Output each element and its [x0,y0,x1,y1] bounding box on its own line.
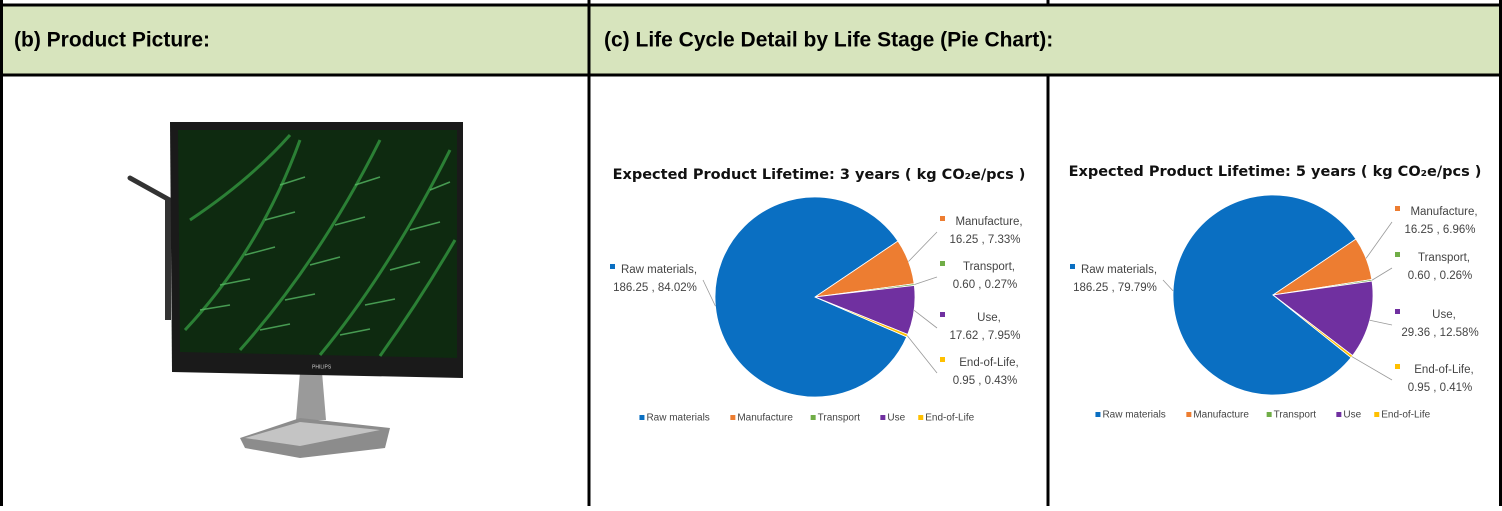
legend-swatch [880,415,885,420]
header-cell: (b) Product Picture: [14,29,210,52]
legend-swatch [730,415,735,420]
label-marker [940,261,945,266]
legend-swatch [1374,412,1379,417]
data-label-name: End-of-Life, [959,357,1018,369]
legend-label: Use [887,413,905,424]
page: (b) Product Picture: (c) Life Cycle Deta… [0,0,1502,506]
data-label-name: Transport, [1418,252,1470,264]
label-marker [1070,264,1075,269]
legend-swatch [1336,412,1341,417]
label-marker [1395,206,1400,211]
legend-label: Transport [818,413,861,424]
label-marker [610,264,615,269]
legend-label: Raw materials [646,413,709,424]
legend-label: Raw materials [1102,410,1165,421]
legend-label: Manufacture [737,413,793,424]
label-marker [1395,364,1400,369]
legend-swatch [639,415,644,420]
legend-swatch [1095,412,1100,417]
label-marker [940,312,945,317]
chart-title: Expected Product Lifetime: 3 years ( kg … [613,167,1026,183]
data-label: 17.62 , 7.95% [950,330,1021,342]
header-cell: (c) Life Cycle Detail by Life Stage (Pie… [604,29,1053,52]
legend-label: Transport [1274,410,1317,421]
data-label: 186.25 , 79.79% [1073,282,1157,294]
data-label: 0.95 , 0.41% [1408,382,1473,394]
legend-label: Manufacture [1193,410,1249,421]
data-label: 0.60 , 0.27% [953,279,1018,291]
data-label: 0.95 , 0.43% [953,375,1018,387]
legend-swatch [1186,412,1191,417]
data-label: 16.25 , 6.96% [1405,224,1476,236]
data-label-name: Use, [1432,309,1456,321]
data-label-name: Raw materials, [1081,264,1157,276]
data-label-name: Manufacture, [1410,206,1477,218]
brand-logo: PHILIPS [312,364,332,370]
data-label-name: Transport, [963,261,1015,273]
label-marker [1395,252,1400,257]
data-label-name: End-of-Life, [1414,364,1473,376]
data-label: 0.60 , 0.26% [1408,270,1473,282]
legend-label: End-of-Life [925,413,974,424]
legend-swatch [811,415,816,420]
label-marker [940,216,945,221]
chart-title: Expected Product Lifetime: 5 years ( kg … [1069,164,1482,180]
legend-swatch [918,415,923,420]
label-marker [1395,309,1400,314]
legend-label: End-of-Life [1381,410,1430,421]
data-label-name: Manufacture, [955,216,1022,228]
data-label: 186.25 , 84.02% [613,282,697,294]
legend-label: Use [1343,410,1361,421]
label-marker [940,357,945,362]
data-label-name: Raw materials, [621,264,697,276]
legend-swatch [1267,412,1272,417]
data-label-name: Use, [977,312,1001,324]
data-label: 16.25 , 7.33% [950,234,1021,246]
data-label: 29.36 , 12.58% [1401,327,1478,339]
